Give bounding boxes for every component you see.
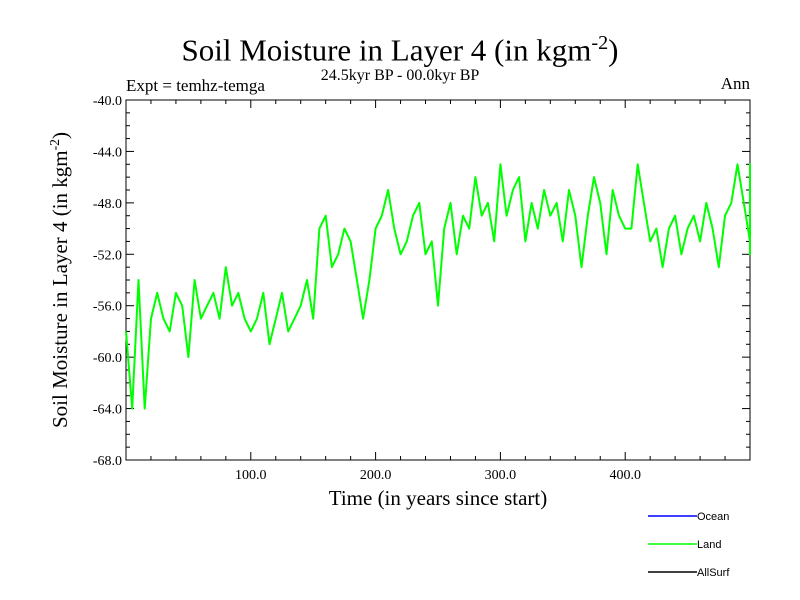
x-tick-label: 300.0 xyxy=(485,468,517,483)
legend-label-land: Land xyxy=(697,539,721,551)
y-tick-label: -44.0 xyxy=(93,145,122,160)
series-line-land xyxy=(125,163,751,410)
legend-label-allsurf: AllSurf xyxy=(697,567,730,579)
y-tick-label: -64.0 xyxy=(93,403,122,418)
y-tick-label: -68.0 xyxy=(93,454,122,469)
y-tick-label: -56.0 xyxy=(93,300,122,315)
y-tick-label: -40.0 xyxy=(93,94,122,109)
experiment-label: Expt = temhz-temga xyxy=(126,76,265,95)
axes: 100.0 200.0 300.0 400.0 -40.0 -44.0 -48.0 -52.0… xyxy=(93,94,751,483)
y-axis-label: Soil Moisture in Layer 4 (in kgm-2) xyxy=(47,131,72,429)
y-tick-label: -52.0 xyxy=(93,248,122,263)
period-label: Ann xyxy=(720,74,750,93)
plot-frame xyxy=(125,99,751,461)
data-series xyxy=(125,163,751,410)
y-tick-label: -60.0 xyxy=(93,351,122,366)
legend-label-ocean: Ocean xyxy=(697,511,729,523)
x-tick-label: 400.0 xyxy=(609,468,641,483)
x-axis-label: Time (in years since start) xyxy=(328,486,548,510)
chart-subtitle: 24.5kyr BP - 00.0kyr BP xyxy=(320,67,480,84)
x-tick-label: 100.0 xyxy=(235,468,267,483)
chart-title: Soil Moisture in Layer 4 (in kgm-2) xyxy=(181,32,619,68)
x-tick-label: 200.0 xyxy=(360,468,392,483)
y-tick-label: -48.0 xyxy=(93,197,122,212)
legend: Ocean Land AllSurf xyxy=(648,511,730,579)
